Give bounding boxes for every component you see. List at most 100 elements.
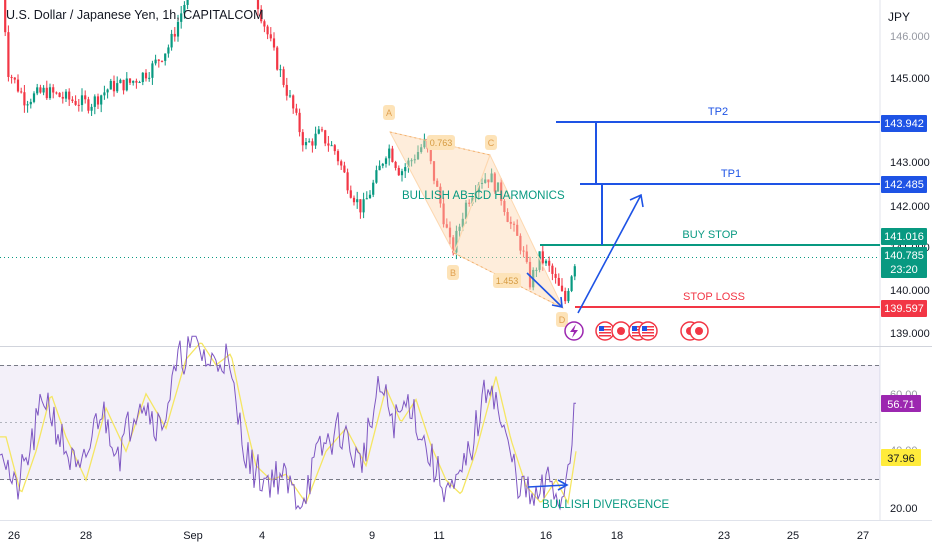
candle — [141, 72, 144, 86]
candle-body — [509, 221, 512, 224]
candle-body — [333, 145, 336, 152]
us-flag-icon-stripe — [642, 329, 654, 331]
candle — [308, 138, 311, 143]
candle-body — [455, 230, 458, 253]
candle — [125, 72, 128, 92]
candle-body — [375, 170, 378, 183]
time-tick: 16 — [540, 530, 552, 542]
candle-body — [381, 163, 384, 166]
candle — [288, 90, 292, 98]
ratio-ac-label-bg — [427, 135, 455, 150]
rsi-value-label: 56.71 — [881, 395, 921, 412]
candle-body — [298, 112, 301, 133]
candle — [320, 126, 324, 133]
candle — [372, 179, 375, 198]
tp1-price-label-text: 142.485 — [884, 179, 924, 191]
candle-body — [365, 198, 368, 200]
candle-body — [506, 212, 509, 222]
candle — [314, 126, 317, 149]
candle-body — [372, 182, 375, 195]
candle-body — [84, 95, 87, 100]
candle — [333, 143, 336, 155]
candle-body — [551, 265, 554, 274]
candle — [423, 133, 426, 149]
candle — [32, 91, 36, 104]
ratio-bd-label: 1.453 — [493, 273, 521, 288]
candle-body — [311, 141, 314, 146]
time-tick: 18 — [611, 530, 623, 542]
candle-body — [125, 78, 128, 91]
candle-body — [391, 148, 394, 162]
candle — [522, 246, 525, 258]
us-flag-icon-stripe — [632, 332, 644, 334]
point-a-label: A — [383, 105, 395, 120]
candle — [164, 53, 167, 66]
candle — [160, 60, 164, 63]
candle-body — [407, 160, 410, 168]
candle-body — [263, 21, 266, 27]
candle-body — [151, 63, 154, 78]
rsi-value-label-bg — [881, 395, 921, 412]
candle — [295, 103, 298, 116]
us-flag-icon-stripe — [632, 329, 644, 331]
buy-stop-label: BUY STOP — [682, 229, 737, 241]
candle-body — [128, 78, 132, 83]
candle — [7, 25, 10, 82]
candle — [269, 27, 272, 42]
candle-body — [103, 92, 106, 96]
candle — [180, 5, 183, 29]
candle-body — [570, 276, 573, 291]
candle — [455, 225, 458, 260]
lightning-icon-bolt — [570, 324, 578, 338]
candle — [10, 74, 13, 84]
candle — [263, 19, 266, 33]
buy-stop-price-label-text: 141.016 — [884, 231, 924, 243]
candle — [458, 223, 461, 237]
candle — [106, 88, 109, 99]
candle-body — [320, 129, 324, 131]
down-arrow-head — [551, 296, 563, 308]
lightning-icon — [564, 321, 584, 341]
candle-body — [544, 260, 548, 264]
candle-body — [272, 38, 276, 48]
candle — [538, 251, 541, 273]
candle — [516, 219, 519, 236]
countdown-label: 23:20 — [881, 261, 927, 278]
candle-body — [519, 235, 522, 251]
candle-body — [416, 151, 420, 160]
candle — [500, 178, 503, 206]
candle-body — [288, 95, 292, 97]
candle — [151, 60, 154, 85]
candle — [362, 192, 365, 219]
candle — [448, 221, 452, 245]
current-price-label-bg — [881, 247, 927, 264]
candle-body — [538, 251, 541, 270]
candle — [112, 75, 116, 97]
candle — [170, 29, 173, 51]
time-tick: Sep — [183, 530, 203, 542]
rsi-tick: 20.00 — [890, 503, 918, 515]
buy-stop-price-label: 141.016 — [881, 228, 927, 245]
currency-label[interactable]: JPY — [887, 10, 910, 24]
candle-body — [68, 91, 71, 100]
candle — [567, 288, 570, 304]
price-tick-partial: 146.000 — [890, 31, 930, 43]
candle — [493, 172, 496, 194]
candle — [16, 74, 20, 93]
candle — [378, 160, 381, 171]
candle-body — [378, 165, 381, 171]
candle — [256, 0, 260, 16]
ratio-ac-label: 0.763 — [427, 135, 455, 150]
time-tick: 23 — [718, 530, 730, 542]
candle — [480, 177, 484, 189]
price-tick: 143.000 — [890, 157, 930, 169]
symbol-title[interactable]: U.S. Dollar / Japanese Yen, 1h, CAPITALC… — [6, 8, 264, 22]
candle — [394, 160, 397, 171]
point-a-label-bg — [383, 105, 395, 120]
stop-loss-price-label-text: 139.597 — [884, 303, 924, 315]
divergence-arrow-line — [527, 484, 567, 488]
candle — [26, 100, 29, 113]
